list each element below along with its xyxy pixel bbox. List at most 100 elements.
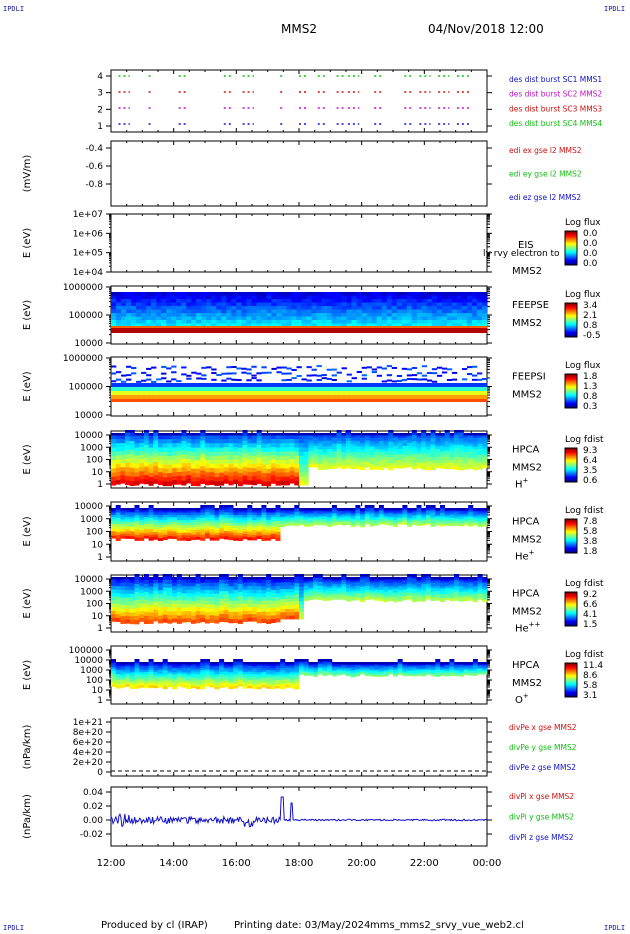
hpca-hepp-cell [125,615,131,620]
hpca-hepp-cell [115,589,121,594]
hpca-h-cell [317,435,323,439]
hpca-hepp-cell [228,611,234,616]
hpca-h-cell [139,467,145,472]
hpca-he-cell [162,522,168,526]
feeps-i-cell [141,371,147,374]
hpca-h-cell [153,444,159,450]
hpca-he-cell [153,527,159,530]
feeps-e-cell [136,292,142,296]
feeps-e-cell [461,306,468,310]
hpca-he-cell [378,508,384,511]
hpca-h-cell [407,443,413,447]
hpca-he-cell [214,522,220,526]
hpca-he-cell [242,508,248,511]
hpca-h-cell [115,463,121,469]
hpca-he-cell [294,521,300,524]
feeps-e-cbar-cell [565,311,577,313]
feeps-e-cell [131,299,137,303]
feeps-i-cell [466,399,473,402]
feeps-e-cell [331,313,337,317]
feeps-e-cell [426,326,433,328]
feeps-e-cell [186,313,192,317]
hpca-h-cell [228,455,234,461]
hpca-he-cell [237,520,243,524]
hpca-hepp-cell [233,600,239,605]
hpca-he-cell [364,509,370,512]
hpca-h-cell [425,452,431,456]
feeps-i-cell [306,391,312,395]
feeps-e-cell [436,320,443,324]
hpca-he-cell [205,527,210,531]
hpca-h-cell [289,459,295,464]
feeps-e-cell [161,323,167,328]
hpca-he-cell [111,512,116,516]
hpca-he-cell [299,522,304,524]
feeps-i-cbar-cell [565,403,577,405]
hpca-he-cell [186,520,192,524]
hpca-he-cell [195,522,201,526]
hpca-h-cell [435,433,441,436]
hpca-h-cell [317,460,323,465]
hpca-he-cell [115,518,121,522]
feeps-e-cell [386,302,393,307]
feeps-e-cell [196,326,202,328]
feeps-i-cell [401,379,408,382]
hpca-h-cbar-cell [565,479,577,481]
corner-label-bottom-right: IPDLI [604,924,626,932]
hpca-h-cell [176,447,182,452]
hpca-h-cell [125,453,131,459]
hpca-h-cell [369,440,375,445]
hpca-he-cell [425,515,431,518]
feeps-i-cell [461,399,468,402]
hpca-hepp-cell [214,593,220,598]
feeps-e-cell [116,299,122,303]
hpca-hepp-cell [205,619,210,624]
eis-cbar-cell [565,241,577,243]
feeps-e-cell [356,302,362,307]
hpca-he-cell [162,537,168,541]
hpca-he-cell [341,516,347,518]
feeps-e-cell [316,295,322,300]
hpca-h-cell [219,460,225,465]
feeps-e-cell [446,316,453,321]
hpca-he-cell [125,526,131,530]
hpca-he-cell [294,510,300,513]
hpca-he-cell [205,507,210,510]
feeps-e-cell [446,323,453,328]
hpca-he-cell [158,510,163,513]
hpca-he-cell [139,530,145,534]
hpca-h-cell [388,463,394,468]
hpca-h-cell [280,476,286,482]
hpca-h-cell [209,476,215,481]
hpca-he-cell [275,534,281,539]
feeps-e-cell [366,292,372,296]
hpca-hepp-cell [237,607,243,613]
hpca-h-cell [468,440,474,444]
hpca-he-cell [322,512,328,515]
hpca-he-cell [237,522,243,526]
hpca-h-cell [134,433,140,436]
feeps-e-cell [366,313,372,317]
feeps-e-cbar-cell [565,332,577,334]
feeps-i-cell [291,387,297,391]
feeps-i-cell [376,383,383,387]
hpca-he-cell [237,532,243,536]
hpca-hepp-cell [228,586,234,591]
hpca-h-cell [153,466,159,472]
hpca-hepp-cell [228,582,234,587]
hpca-he-cell [261,534,267,539]
feeps-i-cell [211,383,217,387]
hpca-hepp-cell [172,604,178,609]
hpca-h-cbar-cell [565,472,577,474]
hpca-hepp-cell [115,582,121,587]
hpca-he-cell [458,520,464,523]
hpca-he-cell [383,516,389,518]
hpca-h-cell [289,475,295,480]
hpca-h-cell [252,472,257,477]
hpca-he-cell [252,515,257,518]
feeps-e-cell [246,316,252,321]
hpca-he-cell [200,529,206,533]
feeps-i-cell [476,383,483,387]
feeps-e-cbar-cell [565,307,577,309]
hpca-he-cell [200,526,206,530]
